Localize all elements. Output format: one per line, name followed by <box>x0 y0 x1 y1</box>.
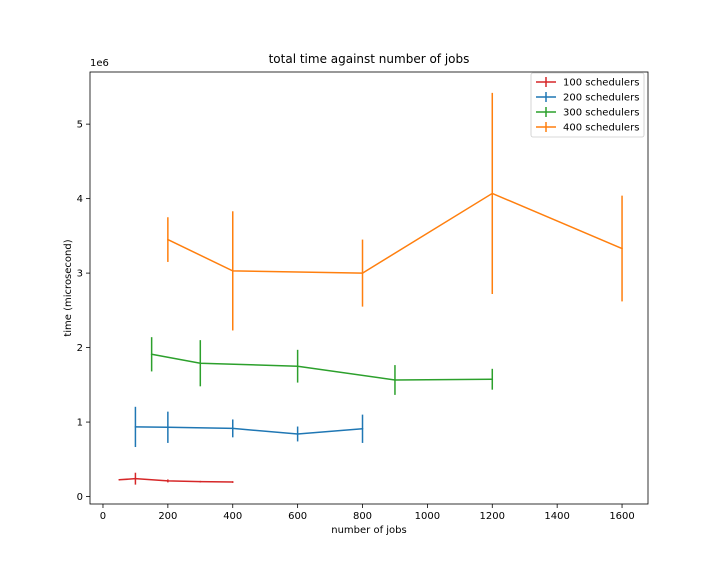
data-point <box>231 427 234 430</box>
data-point <box>134 426 137 428</box>
y-tick-label: 0 <box>77 492 83 503</box>
legend-entry: 300 schedulers <box>536 107 639 119</box>
legend-label: 200 schedulers <box>563 93 639 104</box>
legend-label: 100 schedulers <box>563 78 639 89</box>
data-point <box>231 481 234 483</box>
x-axis: 0 200 400 600 800 1000 1200 1400 1600 <box>100 504 635 522</box>
y-tick-label: 4 <box>77 194 83 205</box>
x-tick-label: 0 <box>100 511 106 522</box>
y-tick-label: 1 <box>77 418 83 429</box>
legend: 100 schedulers 200 schedulers 300 schedule… <box>530 72 645 138</box>
legend-label: 400 schedulers <box>563 123 639 134</box>
y-tick-label: 2 <box>77 343 83 354</box>
data-point <box>491 378 494 381</box>
x-tick-label: 400 <box>223 511 242 522</box>
plot-frame <box>89 71 649 505</box>
y-axis-label: time (microsecond) <box>63 239 74 336</box>
x-tick-label: 1600 <box>609 511 634 522</box>
data-point <box>231 270 234 272</box>
legend-label: 300 schedulers <box>563 108 639 119</box>
legend-entry: 100 schedulers <box>536 77 639 89</box>
data-point <box>361 272 364 274</box>
x-tick-label: 1200 <box>480 511 505 522</box>
x-tick-label: 600 <box>288 511 307 522</box>
x-tick-label: 800 <box>353 511 372 522</box>
data-point <box>167 480 169 482</box>
series-1 <box>118 472 234 485</box>
x-tick-label: 200 <box>158 511 177 522</box>
data-point <box>621 247 623 250</box>
data-point <box>199 480 202 483</box>
data-point <box>394 379 396 381</box>
data-point <box>296 433 299 435</box>
series-2 <box>134 406 364 448</box>
series-4 <box>167 92 623 331</box>
x-tick-label: 1000 <box>415 511 440 522</box>
series-3 <box>150 337 494 395</box>
legend-entry: 400 schedulers <box>536 122 639 134</box>
legend-frame <box>530 72 645 138</box>
data-point <box>118 478 120 481</box>
x-tick-label: 1400 <box>544 511 569 522</box>
data-point <box>361 427 364 430</box>
x-axis-label: number of jobs <box>331 525 406 536</box>
data-point <box>150 353 153 356</box>
data-point <box>296 365 299 368</box>
legend-entry: 200 schedulers <box>536 92 639 104</box>
data-point <box>134 477 137 480</box>
data-point <box>491 192 494 195</box>
data-point <box>199 362 202 365</box>
y-axis: 0 1 2 3 4 5 <box>77 120 90 503</box>
y-tick-label: 3 <box>77 269 83 280</box>
chart-title: total time against number of jobs <box>269 52 470 66</box>
data-point <box>167 426 169 429</box>
data-point <box>167 238 169 241</box>
y-tick-label: 5 <box>77 120 83 131</box>
y-offset-label: 1e6 <box>90 58 109 69</box>
series-layer <box>118 92 623 485</box>
